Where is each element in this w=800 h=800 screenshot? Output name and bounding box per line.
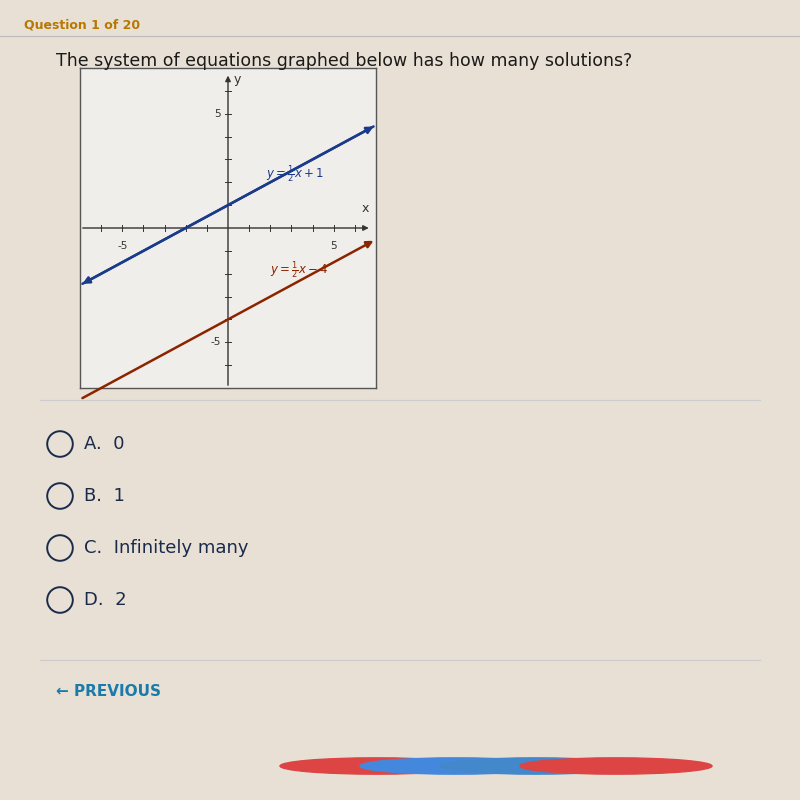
Circle shape <box>280 758 472 774</box>
Text: 5: 5 <box>330 241 337 250</box>
Text: Question 1 of 20: Question 1 of 20 <box>24 18 140 32</box>
Text: D.  2: D. 2 <box>84 591 126 609</box>
Circle shape <box>360 758 552 774</box>
Text: x: x <box>362 202 370 215</box>
Text: $y=\frac{1}{2}x-4$: $y=\frac{1}{2}x-4$ <box>270 259 329 281</box>
Circle shape <box>440 758 632 774</box>
Text: B.  1: B. 1 <box>84 487 125 505</box>
Text: y: y <box>234 73 241 86</box>
Text: The system of equations graphed below has how many solutions?: The system of equations graphed below ha… <box>56 52 632 70</box>
Text: C.  Infinitely many: C. Infinitely many <box>84 539 249 557</box>
Text: -5: -5 <box>210 338 221 347</box>
Circle shape <box>520 758 712 774</box>
Text: ← PREVIOUS: ← PREVIOUS <box>56 685 161 699</box>
Text: -5: -5 <box>117 241 127 250</box>
Text: $y=\frac{1}{2}x+1$: $y=\frac{1}{2}x+1$ <box>266 163 324 185</box>
Text: A.  0: A. 0 <box>84 435 125 453</box>
Text: 5: 5 <box>214 109 221 118</box>
